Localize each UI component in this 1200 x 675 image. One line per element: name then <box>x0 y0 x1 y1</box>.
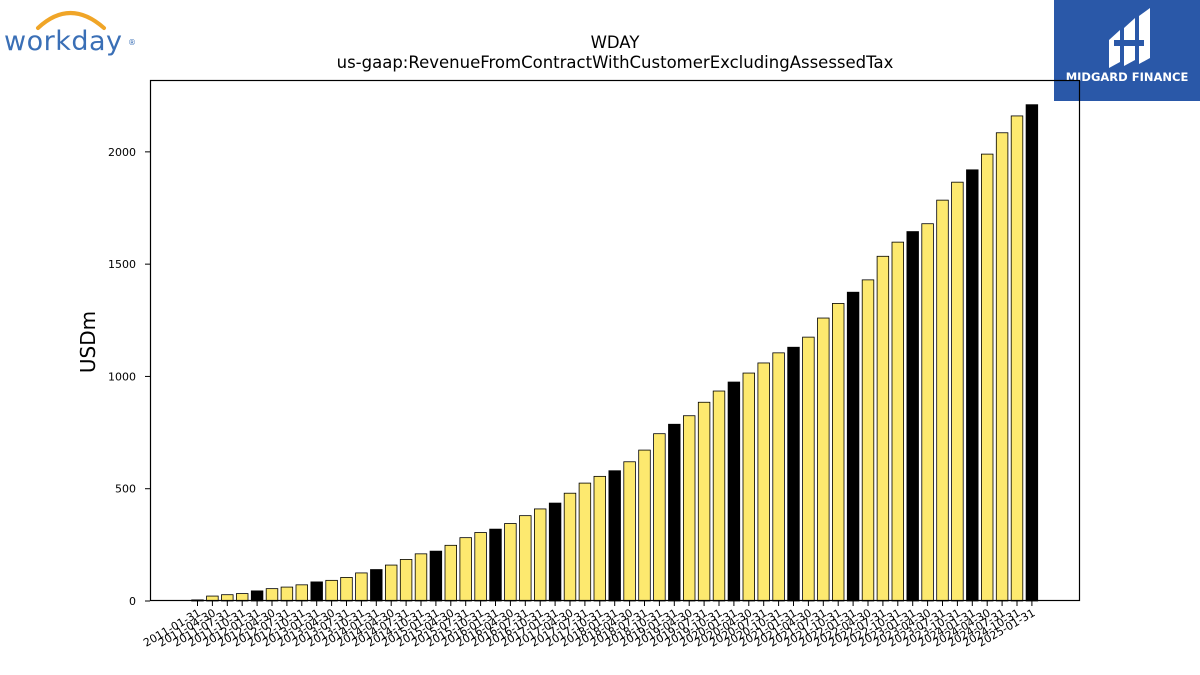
plot-frame <box>149 79 1081 602</box>
bar-2013-04-30 <box>325 579 338 602</box>
bar-2013-07-31 <box>340 577 353 602</box>
bar-2012-01-31 <box>250 590 264 602</box>
bar-2015-04-30 <box>444 544 458 602</box>
bar-2017-07-31 <box>578 482 592 602</box>
bar-2022-07-31 <box>876 255 890 602</box>
bar-2020-07-31 <box>757 362 770 602</box>
midgard-finance-logo-text: MIDGARD FINANCE <box>1065 70 1189 84</box>
workday-logo-arc <box>36 11 106 30</box>
y-tick-label: 1000 <box>108 370 136 383</box>
workday-logo-registered: ® <box>128 38 136 47</box>
bar-2017-04-30 <box>563 492 577 602</box>
bar-2021-04-30 <box>802 336 815 602</box>
bar-2012-07-31 <box>280 586 294 602</box>
chart-subtitle: us-gaap:RevenueFromContractWithCustomerE… <box>337 53 894 72</box>
bar-2014-07-31 <box>399 559 413 602</box>
bar-2016-04-30 <box>504 523 517 602</box>
bar-2015-01-31 <box>429 550 443 602</box>
bar-2015-10-31 <box>474 532 487 602</box>
bars-group <box>191 104 1039 602</box>
bar-2018-07-31 <box>638 449 651 602</box>
x-ticks-group: 2011-01-312011-04-302011-07-312011-10-31… <box>141 601 1037 650</box>
bar-2013-01-31 <box>310 581 323 602</box>
bar-2019-04-30 <box>683 415 696 602</box>
midgard-finance-emblem <box>1109 8 1150 68</box>
y-tick-label: 1500 <box>108 258 136 271</box>
bar-2023-04-30 <box>921 223 934 602</box>
bar-2011-10-31 <box>235 593 249 602</box>
bar-2025-01-31 <box>1025 104 1039 602</box>
bar-2021-07-31 <box>817 317 830 602</box>
bar-2018-01-31 <box>608 470 621 602</box>
bar-2024-04-30 <box>981 153 994 602</box>
workday-logo-text: workday <box>4 26 123 57</box>
bar-2013-10-31 <box>355 572 368 602</box>
bar-2014-10-31 <box>414 553 428 602</box>
bar-2019-10-31 <box>712 390 726 602</box>
bar-2018-10-31 <box>653 433 666 602</box>
workday-logo: workday ® <box>4 4 136 59</box>
bar-2017-01-31 <box>548 502 562 602</box>
bar-2022-01-31 <box>846 291 860 602</box>
bar-2020-10-31 <box>772 352 785 602</box>
bar-2023-01-31 <box>906 231 919 602</box>
bar-2015-07-31 <box>459 537 472 602</box>
bar-2017-10-31 <box>593 475 607 602</box>
bar-2021-01-31 <box>787 346 800 602</box>
bar-2019-07-31 <box>697 401 711 602</box>
chart-title: WDAY <box>591 33 641 52</box>
bar-2024-01-31 <box>966 169 979 602</box>
y-tick-label: 0 <box>129 595 136 608</box>
bar-2016-01-31 <box>489 528 502 602</box>
bar-2023-07-31 <box>936 199 949 602</box>
bar-2021-10-31 <box>832 303 845 602</box>
y-axis-label: USDm <box>76 311 100 373</box>
bar-2023-10-31 <box>951 181 964 602</box>
bar-2012-10-31 <box>295 584 309 602</box>
bar-2020-04-30 <box>742 372 756 602</box>
bar-2024-10-31 <box>1010 115 1024 602</box>
bar-2014-01-31 <box>370 569 383 602</box>
bar-2019-01-31 <box>668 423 681 602</box>
bar-2012-04-30 <box>265 588 279 602</box>
bar-2016-10-31 <box>534 508 547 602</box>
bar-2018-04-30 <box>623 461 636 602</box>
bar-2024-07-31 <box>995 132 1009 602</box>
midgard-finance-logo: MIDGARD FINANCE <box>1054 0 1200 101</box>
bar-2014-04-30 <box>384 564 398 602</box>
bar-2022-10-31 <box>891 241 905 602</box>
bar-2022-04-30 <box>861 279 875 602</box>
bar-2016-07-31 <box>519 515 532 602</box>
y-ticks-group: 0 500 1000 1500 2000 <box>108 146 150 608</box>
y-tick-label: 2000 <box>108 146 136 159</box>
y-tick-label: 500 <box>115 483 136 496</box>
bar-2020-01-31 <box>727 381 741 602</box>
